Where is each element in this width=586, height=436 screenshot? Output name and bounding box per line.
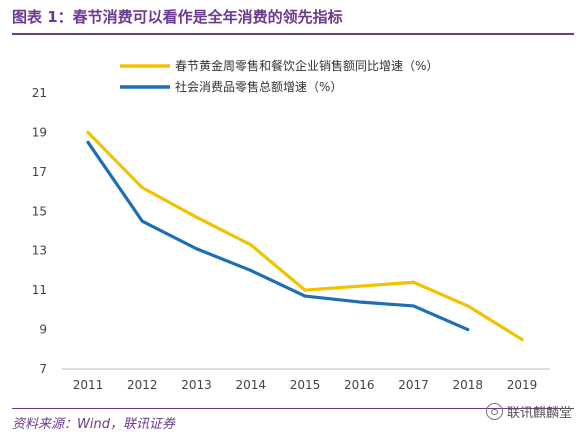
data-point bbox=[412, 304, 415, 308]
series-line-1 bbox=[86, 130, 524, 342]
data-point bbox=[195, 215, 198, 219]
legend-label: 春节黄金周零售和餐饮企业销售额同比增速（%） bbox=[175, 58, 438, 73]
y-tick-label: 9 bbox=[39, 323, 47, 337]
chart-title: 图表 1：春节消费可以看作是全年消费的领先指标 bbox=[12, 8, 343, 26]
data-point bbox=[249, 243, 253, 247]
y-tick-label: 11 bbox=[32, 283, 47, 297]
x-tick-label: 2019 bbox=[507, 378, 538, 392]
x-tick-label: 2013 bbox=[181, 378, 212, 392]
title-divider bbox=[12, 33, 574, 35]
watermark: 联讯麒麟堂 bbox=[485, 402, 572, 421]
data-point bbox=[303, 294, 307, 298]
data-point bbox=[466, 328, 470, 332]
source-note: 资料来源：Wind，联讯证券 bbox=[12, 417, 175, 432]
data-point bbox=[357, 300, 361, 304]
data-point bbox=[249, 268, 253, 272]
x-tick-label: 2011 bbox=[73, 378, 104, 392]
y-tick-label: 7 bbox=[39, 362, 47, 376]
data-point bbox=[466, 304, 470, 308]
data-point bbox=[303, 288, 307, 292]
data-point bbox=[357, 284, 361, 288]
x-tick-label: 2012 bbox=[127, 378, 158, 392]
x-tick-label: 2017 bbox=[398, 378, 429, 392]
legend-label: 社会消费品零售总额增速（%） bbox=[175, 79, 342, 94]
x-tick-label: 2016 bbox=[344, 378, 375, 392]
data-point bbox=[520, 337, 524, 341]
data-point bbox=[412, 280, 415, 284]
y-tick-label: 15 bbox=[32, 204, 47, 218]
y-tick-label: 21 bbox=[32, 86, 47, 100]
y-tick-label: 13 bbox=[32, 244, 47, 258]
x-tick-label: 2014 bbox=[235, 378, 266, 392]
y-tick-label: 19 bbox=[32, 125, 47, 139]
legend: 春节黄金周零售和餐饮企业销售额同比增速（%） 社会消费品零售总额增速（%） bbox=[120, 58, 438, 94]
footer-divider bbox=[12, 408, 574, 409]
data-point bbox=[140, 186, 144, 190]
x-axis: 2011 2012 2013 2014 2015 2016 2017 2018 2019 bbox=[62, 368, 550, 392]
y-tick-label: 17 bbox=[32, 165, 47, 179]
data-point bbox=[86, 140, 90, 144]
watermark-label: 联讯麒麟堂 bbox=[506, 406, 572, 421]
wechat-icon bbox=[485, 403, 503, 420]
data-point bbox=[140, 219, 144, 223]
series-line-2 bbox=[86, 140, 470, 332]
data-point bbox=[86, 130, 90, 134]
series-group bbox=[86, 130, 524, 342]
data-point bbox=[195, 247, 198, 251]
y-axis: 7 9 11 13 15 17 19 21 bbox=[32, 86, 47, 376]
x-tick-label: 2018 bbox=[452, 378, 483, 392]
x-tick-label: 2015 bbox=[290, 378, 321, 392]
